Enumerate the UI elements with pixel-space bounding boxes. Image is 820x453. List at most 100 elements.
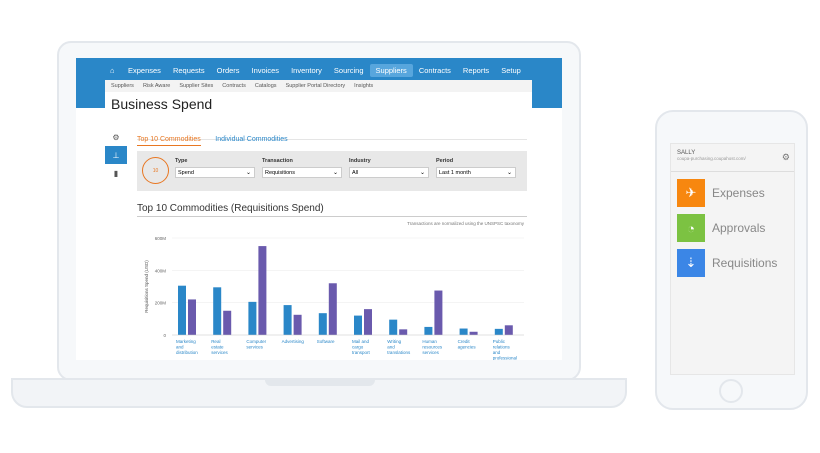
side-toolbar: ⚙ ⊥ ▮ <box>105 128 127 182</box>
bar <box>213 287 222 335</box>
filter-select[interactable]: Last 1 month ⌄ <box>436 167 516 178</box>
bar <box>389 319 398 335</box>
bar <box>188 299 196 335</box>
chevron-down-icon: ⌄ <box>506 170 512 176</box>
nav-item-contracts[interactable]: Contracts <box>418 65 451 75</box>
filter-value: Last 1 month <box>439 170 471 176</box>
filter-select[interactable]: Spend ⌄ <box>175 167 255 178</box>
filter-label: Industry <box>349 158 371 164</box>
subnav-item[interactable]: Contracts <box>222 83 246 89</box>
page-title: Business Spend <box>111 96 213 112</box>
chart-title: Top 10 Commodities (Requisitions Spend) <box>137 203 527 217</box>
nav-item-requests[interactable]: Requests <box>172 65 205 75</box>
filter-bar: 10 Type Spend ⌄ Transaction Requisitions ⌄ Ind… <box>137 151 527 191</box>
x-tick-label: Human resources services <box>422 339 443 355</box>
x-tick-label: Marketing and distribution <box>176 339 198 355</box>
phone-screen: SALLY coupa-purchasing.coupahost.com/ ⚙ … <box>670 143 795 375</box>
timer-icon: ◔ <box>677 214 705 242</box>
airplane-icon: ✈ <box>677 179 705 207</box>
nav-item-reports[interactable]: Reports <box>462 65 490 75</box>
bar <box>434 290 443 335</box>
bar <box>318 313 327 335</box>
bar <box>354 315 362 335</box>
bar <box>283 305 292 335</box>
y-tick-label: 200M <box>155 301 167 306</box>
y-tick-label: 0 <box>163 333 166 338</box>
x-tick-label: Advertising <box>282 339 305 344</box>
nav-item-sourcing[interactable]: Sourcing <box>333 65 364 75</box>
bar <box>364 309 372 335</box>
phone-item-approvals[interactable]: ◔ Approvals <box>677 214 788 242</box>
x-tick-label: Mail and cargo transport <box>352 339 371 355</box>
filter-value: All <box>352 170 359 176</box>
tab-top-10-commodities[interactable]: Top 10 Commodities <box>137 136 201 146</box>
bar <box>223 310 232 335</box>
filter-label: Period <box>436 158 454 164</box>
phone-home-button[interactable] <box>719 379 743 403</box>
user-name: SALLY <box>677 150 696 156</box>
chevron-down-icon: ⌄ <box>332 170 338 176</box>
tabs: Top 10 Commodities Individual Commoditie… <box>137 128 527 146</box>
settings-icon[interactable]: ⚙ <box>112 132 120 142</box>
filter-value: Requisitions <box>265 170 295 176</box>
subnav-item[interactable]: Supplier Sites <box>179 83 214 89</box>
nav-item-expenses[interactable]: Expenses <box>128 65 161 75</box>
app-screen: ⌂ Expenses Requests Orders Invoices Inventor… <box>76 58 562 360</box>
x-tick-label: Credit agencies <box>458 339 477 350</box>
x-tick-label: Computer services <box>246 339 266 350</box>
subnav-item[interactable]: Suppliers <box>111 83 134 89</box>
content-panel: Suppliers Risk Aware Supplier Sites Contrac… <box>105 80 532 360</box>
gear-icon[interactable]: ⚙ <box>781 152 790 162</box>
subnav-item[interactable]: Risk Aware <box>142 83 171 89</box>
filter-industry: Industry All ⌄ <box>349 158 429 178</box>
x-tick-label: Writing and translations <box>387 339 411 355</box>
phone-item-requisitions[interactable]: ⇣ Requisitions <box>677 249 788 277</box>
nav-item-suppliers[interactable]: Suppliers <box>369 63 413 77</box>
sub-nav: Suppliers Risk Aware Supplier Sites Contrac… <box>105 80 532 92</box>
hierarchy-icon[interactable]: ⊥ <box>105 146 127 164</box>
host-url: coupa-purchasing.coupahost.com/ <box>677 156 746 161</box>
bar <box>469 331 478 335</box>
x-tick-label: Software <box>317 339 335 344</box>
laptop-notch <box>265 378 375 386</box>
y-axis-label: Requisitions Spend (USD) <box>144 260 149 313</box>
bar <box>178 285 186 335</box>
home-icon[interactable]: ⌂ <box>110 65 115 75</box>
main-nav: ⌂ Expenses Requests Orders Invoices Inventor… <box>104 62 527 78</box>
nav-item-invoices[interactable]: Invoices <box>251 65 280 75</box>
bar-chart: 0 200M 400M 600M Requisitions Spend (USD) Mar… <box>144 236 526 360</box>
y-tick-label: 600M <box>155 236 167 241</box>
bar <box>424 326 433 335</box>
bar <box>504 325 513 335</box>
subnav-item[interactable]: Catalogs <box>254 83 277 89</box>
chevron-down-icon: ⌄ <box>419 170 425 176</box>
bar-chart-icon[interactable]: ▮ <box>113 168 119 178</box>
filter-transaction: Transaction Requisitions ⌄ <box>262 158 342 178</box>
phone-item-label: Requisitions <box>712 256 778 270</box>
subnav-item[interactable]: Insights <box>354 83 374 89</box>
bar <box>248 301 257 335</box>
nav-item-setup[interactable]: Setup <box>501 65 521 75</box>
phone-item-label: Approvals <box>712 221 766 235</box>
filter-period: Period Last 1 month ⌄ <box>436 158 516 178</box>
chevron-down-icon: ⌄ <box>245 170 251 176</box>
bar <box>494 328 503 335</box>
bar <box>459 328 468 335</box>
y-tick-label: 400M <box>155 268 167 273</box>
nav-item-orders[interactable]: Orders <box>216 65 240 75</box>
filter-value: Spend <box>178 170 194 176</box>
nav-item-inventory[interactable]: Inventory <box>291 65 322 75</box>
filter-select[interactable]: All ⌄ <box>349 167 429 178</box>
filter-label: Transaction <box>262 158 293 164</box>
filter-type: Type Spend ⌄ <box>175 158 255 178</box>
bar <box>399 329 408 335</box>
filter-select[interactable]: Requisitions ⌄ <box>262 167 342 178</box>
x-tick-label: Publicrelationsandprofessionalcommunicat… <box>493 339 526 360</box>
bar <box>258 246 267 335</box>
phone-header: SALLY coupa-purchasing.coupahost.com/ ⚙ <box>671 144 794 172</box>
x-tick-label: Real estate services <box>211 339 228 355</box>
phone-item-expenses[interactable]: ✈ Expenses <box>677 179 788 207</box>
tab-individual-commodities[interactable]: Individual Commodities <box>215 136 288 143</box>
chart-note: Transactions are normalized using the UN… <box>407 221 524 226</box>
subnav-item[interactable]: Supplier Portal Directory <box>285 83 346 89</box>
